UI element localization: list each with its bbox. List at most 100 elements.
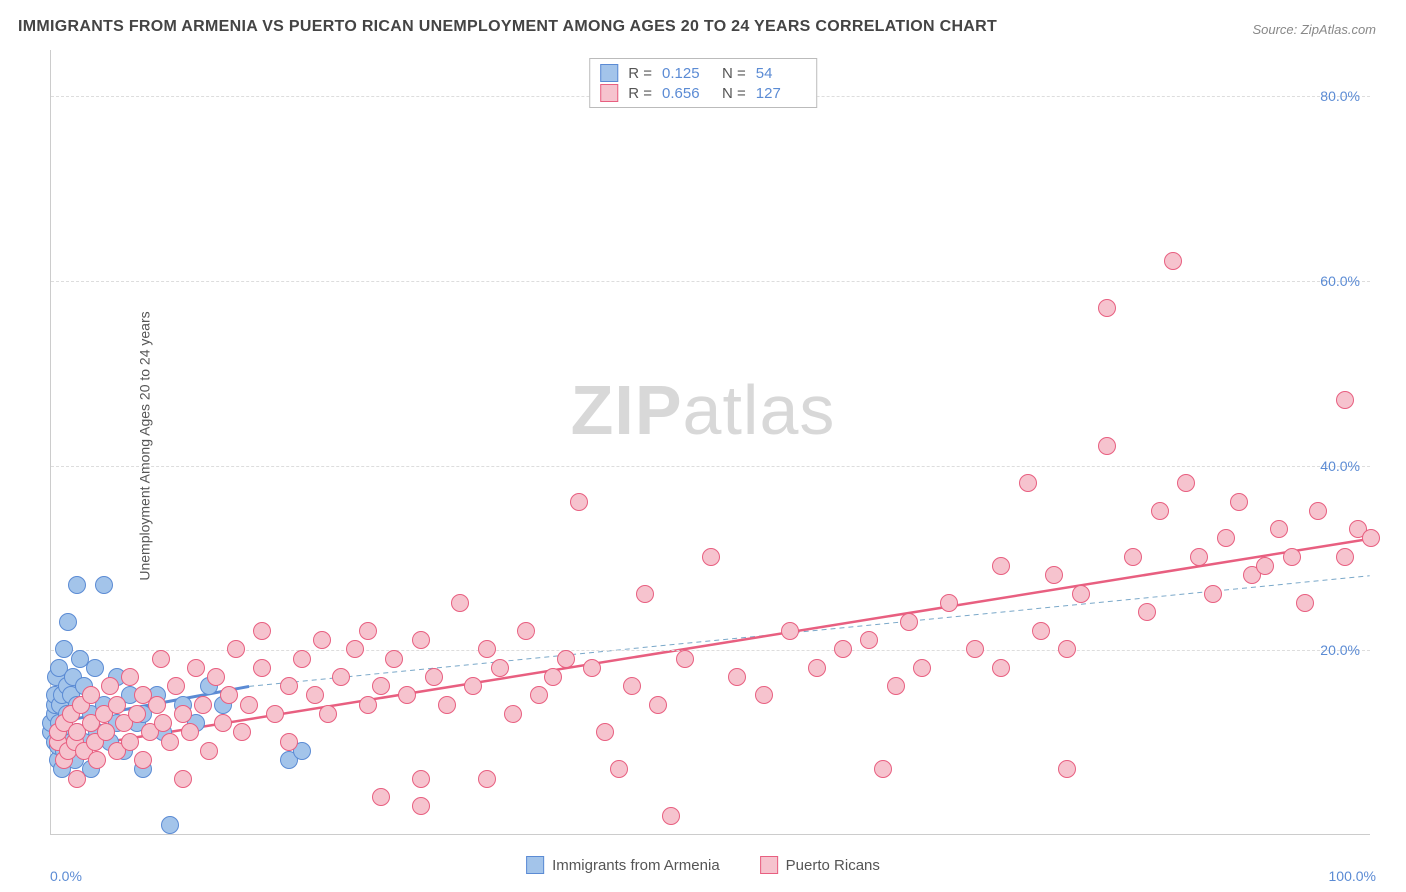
point-puertorican (207, 668, 225, 686)
point-puertorican (649, 696, 667, 714)
stats-row: R =0.125N =54 (600, 63, 806, 83)
point-puertorican (332, 668, 350, 686)
point-armenia (59, 613, 77, 631)
n-label: N = (722, 65, 746, 82)
point-puertorican (992, 557, 1010, 575)
point-puertorican (319, 705, 337, 723)
point-puertorican (1283, 548, 1301, 566)
point-puertorican (1230, 493, 1248, 511)
point-puertorican (992, 659, 1010, 677)
point-puertorican (940, 594, 958, 612)
gridline (51, 281, 1370, 282)
point-armenia (95, 576, 113, 594)
point-armenia (161, 816, 179, 834)
point-puertorican (874, 760, 892, 778)
point-puertorican (253, 622, 271, 640)
point-puertorican (1204, 585, 1222, 603)
point-puertorican (1124, 548, 1142, 566)
point-puertorican (966, 640, 984, 658)
correlation-stats-legend: R =0.125N =54R =0.656N =127 (589, 58, 817, 108)
y-tick-label: 60.0% (1320, 273, 1360, 289)
point-puertorican (478, 770, 496, 788)
point-puertorican (1138, 603, 1156, 621)
point-puertorican (662, 807, 680, 825)
point-puertorican (438, 696, 456, 714)
legend-item: Puerto Ricans (760, 856, 880, 874)
point-puertorican (1217, 529, 1235, 547)
point-puertorican (148, 696, 166, 714)
point-puertorican (1045, 566, 1063, 584)
point-puertorican (623, 677, 641, 695)
legend-swatch (600, 84, 618, 102)
point-puertorican (913, 659, 931, 677)
point-puertorican (544, 668, 562, 686)
point-puertorican (491, 659, 509, 677)
point-puertorican (200, 742, 218, 760)
point-puertorican (781, 622, 799, 640)
x-tick-max: 100.0% (1329, 868, 1376, 884)
point-puertorican (1177, 474, 1195, 492)
point-puertorican (1270, 520, 1288, 538)
series-legend: Immigrants from Armenia Puerto Ricans (526, 856, 880, 874)
source-attribution: Source: ZipAtlas.com (1252, 22, 1376, 37)
point-puertorican (464, 677, 482, 695)
point-puertorican (412, 797, 430, 815)
point-puertorican (194, 696, 212, 714)
point-puertorican (900, 613, 918, 631)
point-puertorican (610, 760, 628, 778)
legend-label: Immigrants from Armenia (552, 857, 720, 874)
point-puertorican (425, 668, 443, 686)
point-puertorican (227, 640, 245, 658)
n-value: 54 (756, 65, 806, 82)
point-puertorican (1190, 548, 1208, 566)
n-value: 127 (756, 85, 806, 102)
point-puertorican (82, 686, 100, 704)
point-puertorican (887, 677, 905, 695)
legend-item: Immigrants from Armenia (526, 856, 720, 874)
gridline (51, 466, 1370, 467)
point-puertorican (1058, 760, 1076, 778)
point-puertorican (702, 548, 720, 566)
stats-row: R =0.656N =127 (600, 83, 806, 103)
point-puertorican (596, 723, 614, 741)
point-armenia (68, 576, 86, 594)
point-puertorican (636, 585, 654, 603)
r-label: R = (628, 85, 652, 102)
point-puertorican (557, 650, 575, 668)
point-puertorican (1309, 502, 1327, 520)
legend-swatch (760, 856, 778, 874)
point-puertorican (412, 770, 430, 788)
point-puertorican (187, 659, 205, 677)
point-puertorican (860, 631, 878, 649)
point-puertorican (385, 650, 403, 668)
point-puertorican (1164, 252, 1182, 270)
point-puertorican (68, 770, 86, 788)
point-puertorican (808, 659, 826, 677)
point-puertorican (280, 677, 298, 695)
r-value: 0.656 (662, 85, 712, 102)
point-puertorican (1058, 640, 1076, 658)
point-puertorican (214, 714, 232, 732)
point-puertorican (530, 686, 548, 704)
point-armenia (86, 659, 104, 677)
point-puertorican (372, 788, 390, 806)
point-puertorican (583, 659, 601, 677)
point-puertorican (359, 622, 377, 640)
point-puertorican (1019, 474, 1037, 492)
point-puertorican (154, 714, 172, 732)
point-puertorican (174, 705, 192, 723)
point-puertorican (412, 631, 430, 649)
point-puertorican (676, 650, 694, 668)
point-puertorican (121, 668, 139, 686)
point-puertorican (220, 686, 238, 704)
point-puertorican (570, 493, 588, 511)
point-puertorican (240, 696, 258, 714)
point-puertorican (1098, 437, 1116, 455)
point-puertorican (280, 733, 298, 751)
point-puertorican (1336, 548, 1354, 566)
gridline (51, 650, 1370, 651)
point-puertorican (504, 705, 522, 723)
point-puertorican (134, 751, 152, 769)
point-puertorican (517, 622, 535, 640)
y-tick-label: 20.0% (1320, 642, 1360, 658)
